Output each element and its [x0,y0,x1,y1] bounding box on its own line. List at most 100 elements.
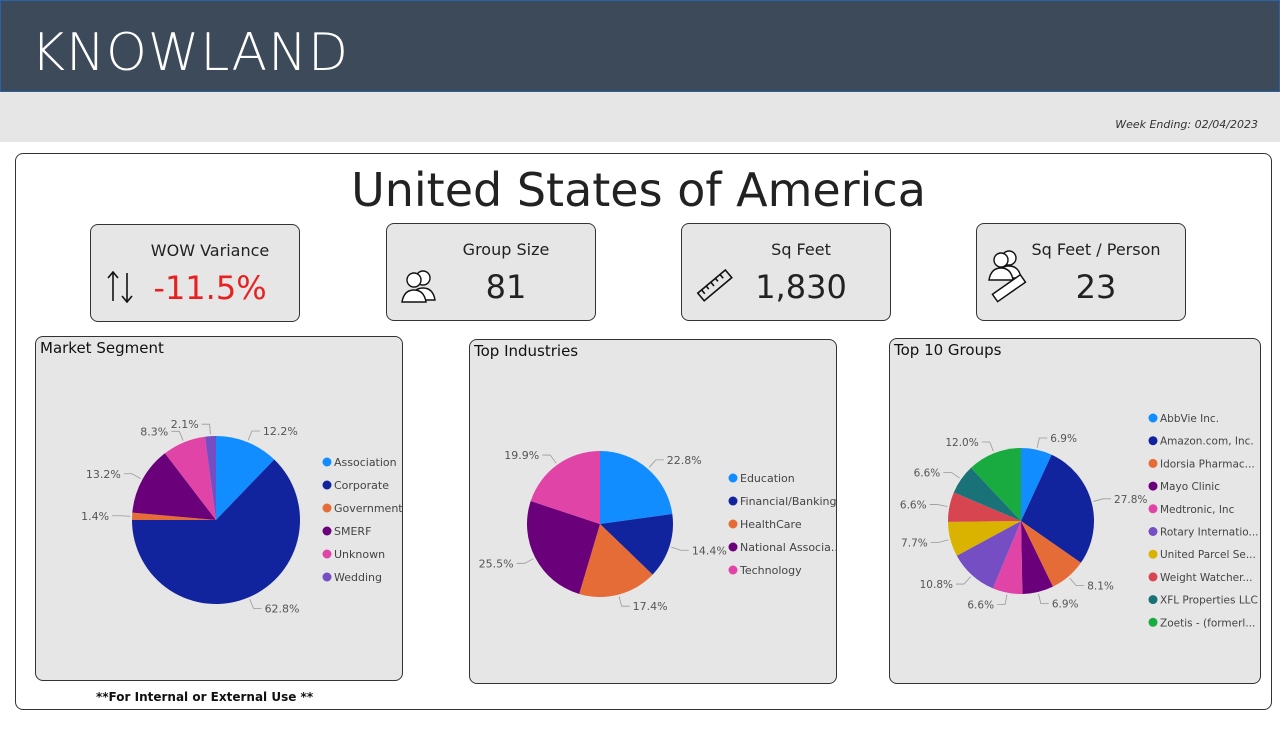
legend-item[interactable]: Amazon.com, Inc. [1160,436,1254,448]
data-label: 6.6% [900,500,927,512]
legend-item[interactable]: Zoetis - (formerl... [1160,617,1255,629]
pie-slice[interactable] [956,521,1021,589]
page-title: United States of America [351,163,926,217]
footer-note: **For Internal or External Use ** [96,690,314,704]
data-label: 10.8% [920,579,953,591]
leader-line [618,596,630,607]
data-label: 7.7% [901,537,928,549]
leader-line [516,558,534,564]
pie-slice[interactable] [204,436,216,520]
legend-item[interactable]: Idorsia Pharmac... [1160,458,1255,470]
leader-line [997,594,1008,605]
legend-item[interactable]: Financial/Banking [740,495,837,508]
pie-slice[interactable] [530,451,600,524]
data-label: 8.3% [140,425,168,438]
legend-marker [322,503,332,513]
people-icon [399,266,439,306]
legend-item[interactable]: Corporate [334,479,389,492]
legend-item[interactable]: SMERF [334,525,371,538]
legend-item[interactable]: United Parcel Se... [1160,549,1256,561]
legend-item[interactable]: Medtronic, Inc [1160,504,1235,516]
legend-marker [1148,595,1158,605]
legend-item[interactable]: Government [334,502,403,515]
data-label: 17.4% [633,600,668,613]
sub-bar [0,92,1280,142]
legend-item[interactable]: Association [334,456,397,469]
kpi-value: -11.5% [153,269,267,307]
week-ending-label: Week Ending: 02/04/2023 [1115,118,1258,131]
data-label: 6.6% [967,599,994,611]
pie-slice[interactable] [527,501,600,594]
legend-marker [1148,617,1158,627]
leader-line [930,539,949,543]
leader-line [955,576,971,585]
header-bar: KNOWLAND [0,0,1280,92]
kpi-sq-feet: Sq Feet 1,830 [681,223,891,321]
up-down-arrows-icon [103,267,143,307]
pie-slice[interactable] [216,436,275,520]
data-label: 62.8% [265,602,300,615]
data-label: 6.9% [1050,433,1077,445]
pie-slice[interactable] [1021,521,1053,594]
leader-line [1069,577,1085,587]
leader-line [1093,498,1112,502]
legend-item[interactable]: Unknown [334,548,385,561]
leader-line [249,598,262,609]
legend-item[interactable]: HealthCare [740,518,802,531]
data-label: 6.6% [914,467,941,479]
market-segment-pie: 12.2% 62.8% 1.4% 13.2% 8.3%2.1% Association Co… [81,418,403,615]
pie-slice[interactable] [132,453,216,520]
pie-slice[interactable] [1021,454,1094,563]
kpi-value: 81 [485,268,527,306]
legend-item[interactable]: AbbVie Inc. [1160,413,1219,425]
kpi-value: 23 [1075,268,1117,306]
leader-line [542,454,557,464]
legend-marker [322,572,332,582]
data-label: 12.2% [263,425,298,438]
legend-item[interactable]: Weight Watcher... [1160,572,1252,584]
leader-line [171,430,184,441]
pie-slice[interactable] [953,467,1021,521]
kpi-wow-variance: WOW Variance -11.5% [90,224,300,322]
legend-item[interactable]: Education [740,472,795,485]
knowland-logo: KNOWLAND [31,23,350,83]
ruler-icon [694,266,734,306]
leader-line [123,473,141,479]
kpi-group-size: Group Size 81 [386,223,596,321]
legend-marker [1148,527,1158,536]
pie-slice[interactable] [971,448,1021,521]
data-label: 1.4% [81,510,109,523]
legend-item[interactable]: Wedding [334,571,382,584]
pie-slice[interactable] [1021,521,1081,587]
kpi-label: Sq Feet / Person [1031,240,1161,259]
pie-slice[interactable] [579,524,653,597]
data-label: 19.9% [504,449,539,462]
pie-slice[interactable] [164,436,216,520]
legend-item[interactable]: Technology [739,564,802,577]
legend-item[interactable]: Mayo Clinic [1160,481,1220,493]
pie-slice[interactable] [1021,448,1052,521]
pie-slice[interactable] [132,512,216,520]
pie-slice[interactable] [600,513,673,575]
legend-item[interactable]: Rotary Internatio... [1160,527,1259,539]
legend-item[interactable]: XFL Properties LLC [1160,595,1258,607]
data-label: 2.1% [171,418,199,431]
leader-line [247,430,260,441]
legend-marker [728,565,738,575]
pie-slice[interactable] [948,492,1021,522]
pie-slice[interactable] [600,451,673,524]
top-industries-pie: 22.8% 14.4% 17.4% 25.5% 19.9% Education Financ… [479,449,838,613]
legend-marker [1148,504,1158,514]
pie-slice[interactable] [992,521,1023,594]
kpi-label: Group Size [462,240,550,259]
kpi-sq-feet-per-person: Sq Feet / Person 23 [976,223,1186,321]
pie-slice[interactable] [132,459,301,604]
legend-marker [1148,572,1158,582]
legend-marker [1148,549,1158,559]
pie-slice[interactable] [948,521,1021,556]
data-label: 13.2% [86,468,121,481]
legend-item[interactable]: National Associa... [740,541,838,554]
leader-line [929,504,948,507]
top-groups-card: 6.9% 27.8% 8.1% 6.9% 6.6% 10.8% 7.7% 6.6% 6.6% 12… [889,338,1261,684]
chart-title: Market Segment [40,339,164,357]
